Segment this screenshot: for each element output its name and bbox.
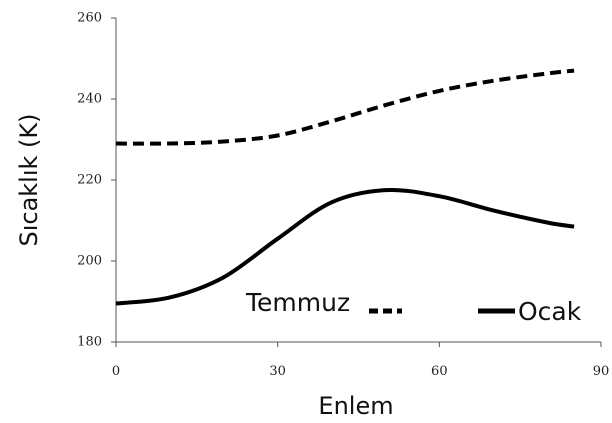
x-axis-title: Enlem (318, 392, 393, 420)
y-tick-label: 240 (77, 92, 102, 107)
y-tick-label: 180 (77, 335, 102, 350)
x-axis-ticks: 0 30 60 90 (112, 342, 609, 379)
y-axis-title: Sıcaklık (K) (15, 113, 43, 246)
x-tick-label: 90 (593, 364, 610, 379)
x-tick-label: 60 (431, 364, 448, 379)
series-line-ocak (115, 187, 575, 306)
series-line-temmuz (115, 68, 575, 146)
legend-label-ocak: Ocak (518, 297, 582, 326)
legend-label-temmuz: Temmuz (245, 288, 350, 317)
y-tick-label: 200 (77, 254, 102, 269)
x-tick-label: 0 (112, 364, 120, 379)
y-axis-ticks: 180 200 220 240 260 (77, 11, 116, 350)
y-tick-label: 220 (77, 173, 102, 188)
x-tick-label: 30 (269, 364, 286, 379)
series-layer (115, 68, 575, 306)
y-tick-label: 260 (77, 11, 102, 26)
legend: Temmuz Ocak (245, 288, 582, 326)
